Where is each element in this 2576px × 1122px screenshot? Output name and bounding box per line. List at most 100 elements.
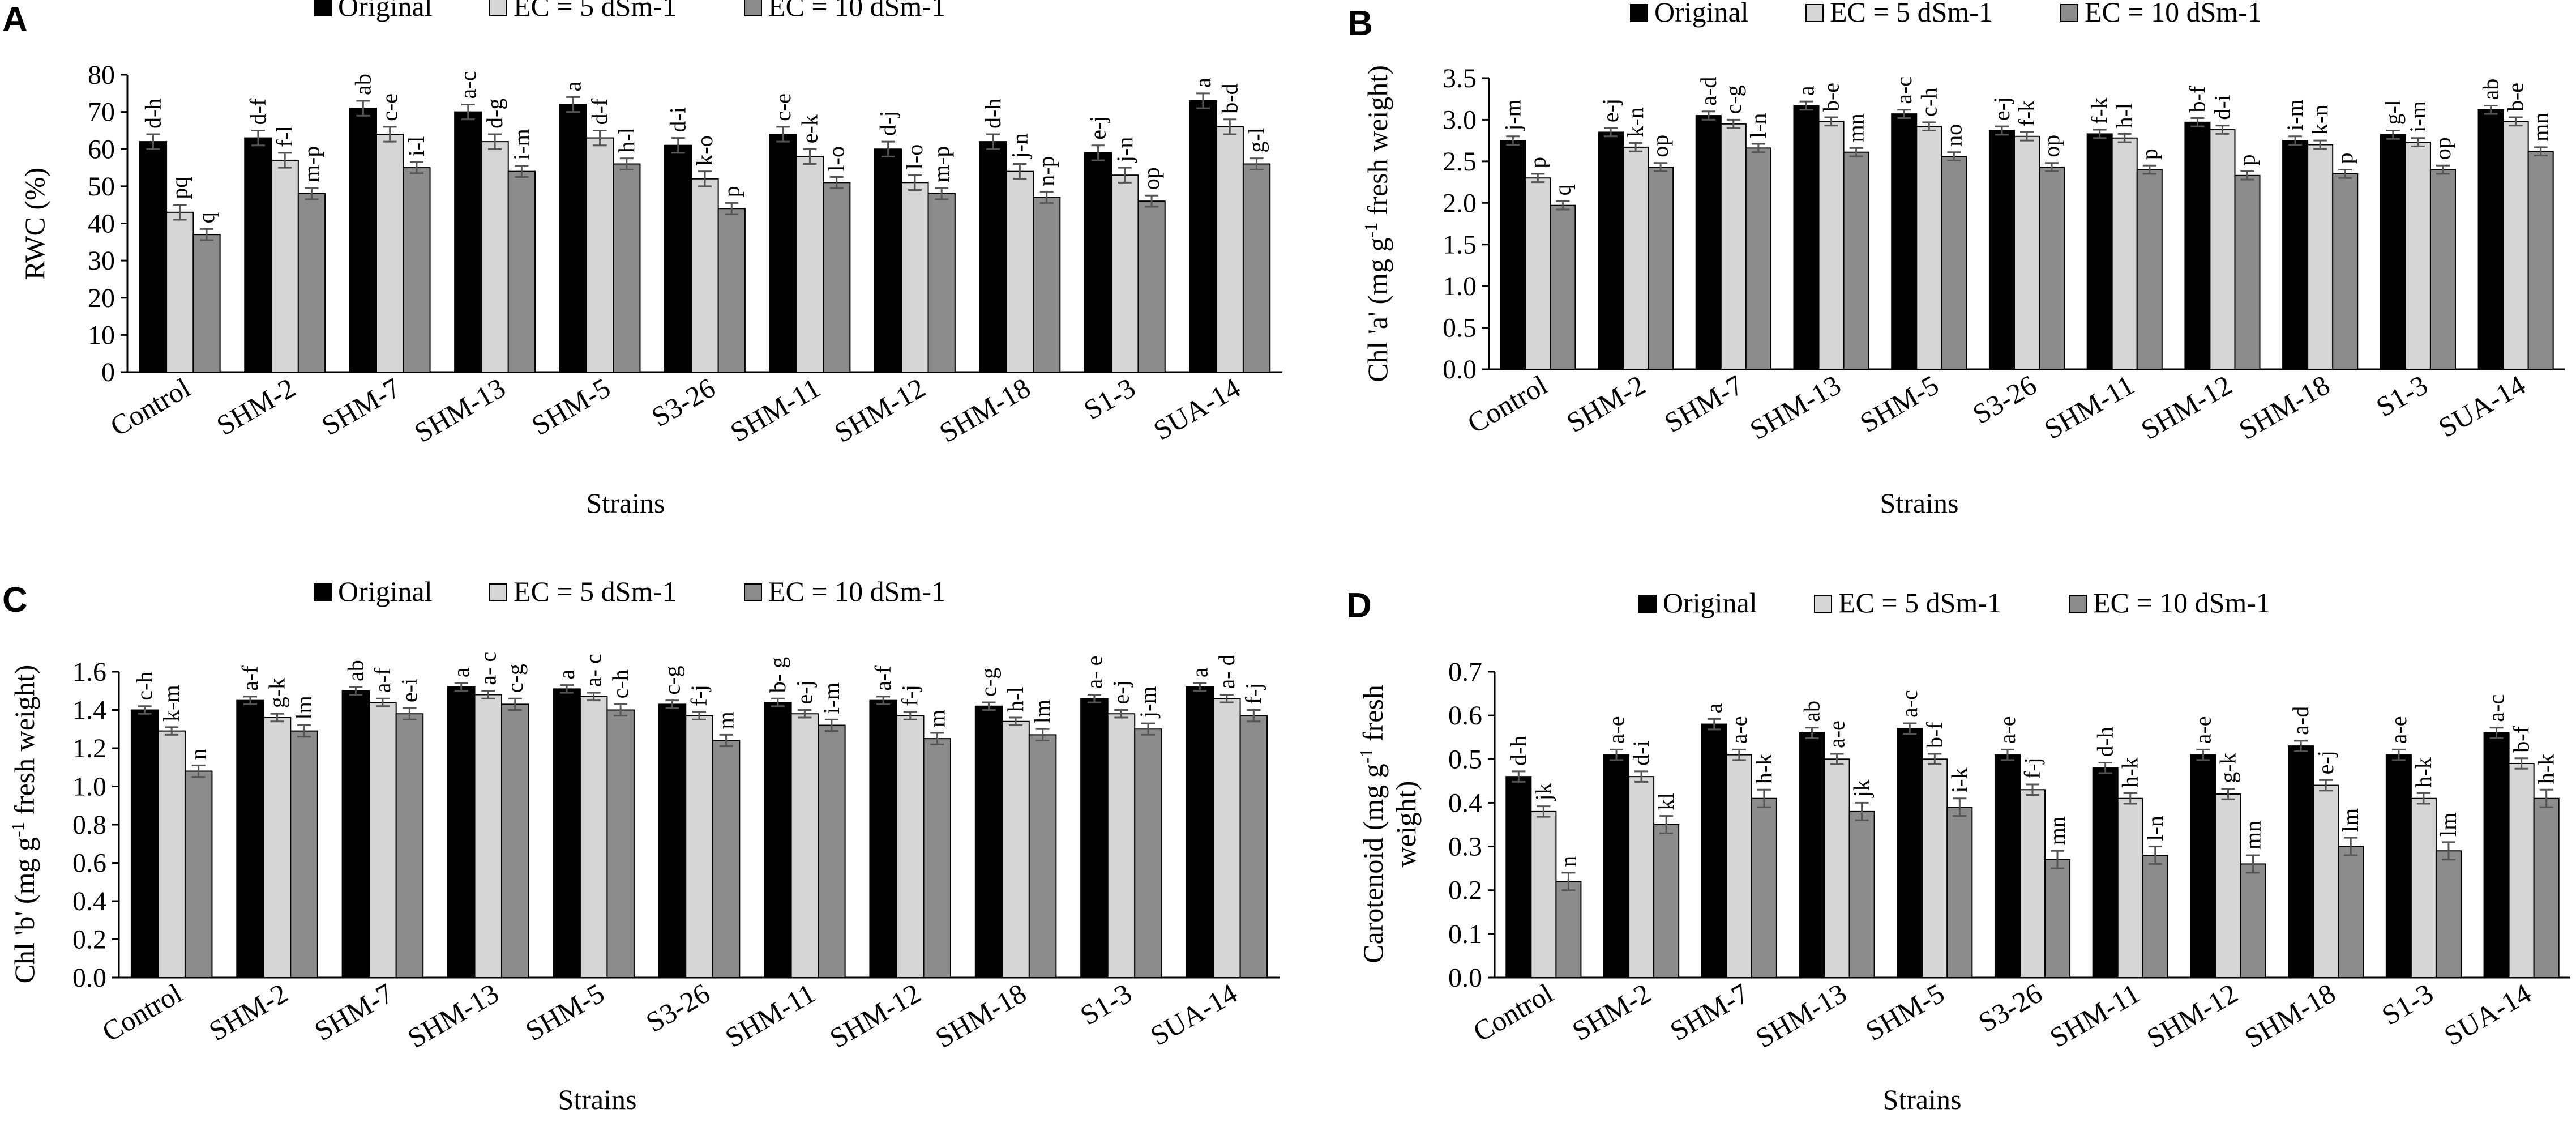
y-tick-label: 1.2: [72, 733, 106, 763]
bar-a-2-9: [1137, 200, 1166, 373]
y-tick-label: 0.5: [1448, 744, 1482, 774]
bar-d-0-3: [1799, 732, 1825, 978]
significance-letter: a-c: [455, 71, 481, 99]
significance-letter: a- c: [475, 652, 500, 685]
significance-letter: a: [560, 81, 585, 91]
x-tick-label: SHM-18: [930, 977, 1032, 1054]
significance-letter: kl: [1653, 792, 1679, 810]
significance-letter: d-i: [665, 107, 691, 132]
bar-b-0-9: [2380, 134, 2406, 370]
bar-c-1-2: [369, 702, 397, 978]
significance-letter: a-e: [1726, 716, 1752, 744]
significance-letter: a- c: [581, 654, 606, 687]
y-tick-label: 0.4: [1448, 788, 1482, 818]
bar-d-2-4: [1946, 807, 1973, 978]
y-tick-label: 0.0: [1443, 355, 1477, 385]
significance-letter: b-f: [1922, 722, 1947, 748]
significance-letter: f-j: [1240, 683, 1266, 705]
x-tick-label: SHM-12: [2141, 977, 2243, 1054]
y-tick-label: 80: [88, 60, 115, 90]
significance-letter: d-f: [587, 98, 613, 125]
bar-a-2-7: [927, 193, 956, 373]
y-tick-label: 60: [88, 134, 115, 164]
bar-a-2-0: [192, 234, 221, 373]
bar-b-0-5: [1988, 130, 2015, 370]
bar-b-2-3: [1843, 151, 1869, 370]
significance-letter: b-f: [2184, 86, 2210, 112]
bar-c-2-1: [290, 730, 318, 978]
x-tick-label: S3-26: [646, 372, 720, 433]
bar-c-1-7: [896, 715, 925, 978]
significance-letter: c-e: [770, 93, 795, 121]
bar-c-0-1: [236, 699, 264, 978]
x-tick-label: S3-26: [1967, 369, 2042, 430]
significance-letter: i-m: [508, 129, 534, 160]
bar-c-1-6: [790, 713, 819, 978]
significance-letter: e-j: [2313, 750, 2338, 774]
significance-letter: m-p: [928, 146, 954, 182]
bar-b-1-2: [1720, 123, 1747, 370]
legend-swatch-light: [1814, 595, 1832, 613]
significance-letter: h-k: [2411, 757, 2436, 787]
significance-letter: a-e: [1603, 716, 1629, 744]
bar-b-1-6: [2111, 137, 2138, 370]
bar-b-1-7: [2209, 129, 2236, 370]
bar-d-0-0: [1505, 776, 1532, 978]
significance-letter: a-e: [2386, 716, 2411, 744]
bar-d-0-1: [1603, 754, 1630, 978]
significance-letter: b-e: [1818, 83, 1844, 112]
bar-a-2-1: [297, 193, 326, 373]
x-tick-label: SHM-7: [1664, 977, 1754, 1047]
x-tick-label: SHM-12: [829, 372, 931, 449]
bar-c-2-7: [923, 738, 952, 978]
significance-letter: h-l: [614, 127, 639, 152]
legend-swatch-light: [1805, 4, 1824, 22]
legend-label: Original: [1663, 587, 1757, 618]
significance-letter: e-j: [1598, 99, 1623, 122]
bar-b-2-6: [2136, 169, 2163, 370]
bar-a-0-2: [349, 108, 377, 373]
significance-letter: j-m: [1500, 99, 1525, 132]
bar-d-0-10: [2483, 732, 2510, 978]
significance-letter: g-l: [2380, 100, 2406, 125]
bar-b-0-1: [1598, 131, 1624, 370]
significance-letter: a-f: [370, 667, 395, 693]
significance-letter: i-m: [2282, 99, 2308, 131]
significance-letter: p: [1525, 157, 1550, 168]
bar-b-2-7: [2234, 174, 2261, 370]
x-tick-label: SHM-5: [526, 372, 615, 442]
significance-letter: op: [1139, 167, 1164, 190]
y-tick-label: 0.2: [1448, 876, 1482, 906]
x-tick-label: S1-3: [1075, 977, 1137, 1031]
bar-b-2-2: [1745, 147, 1771, 370]
bar-a-2-8: [1033, 197, 1061, 373]
significance-letter: j-n: [1112, 137, 1137, 163]
legend-swatch-mid: [744, 0, 762, 16]
bar-c-2-2: [395, 713, 424, 978]
bar-d-1-4: [1922, 758, 1948, 979]
bar-d-2-7: [2240, 863, 2266, 979]
x-tick-label: SHM-13: [409, 372, 511, 449]
legend-swatch-solid: [1638, 595, 1657, 613]
significance-letter: e-j: [791, 680, 817, 704]
bar-b-1-5: [2013, 135, 2040, 370]
x-tick-label: SHM-13: [1744, 369, 1846, 446]
legend-label: EC = 10 dSm-1: [768, 575, 945, 607]
significance-letter: l-n: [1745, 113, 1771, 138]
bar-b-0-3: [1793, 105, 1820, 370]
significance-letter: lm: [1030, 699, 1055, 723]
bar-d-1-7: [2215, 793, 2241, 978]
bar-d-2-8: [2338, 846, 2364, 978]
legend: Original EC = 5 dSm-1 EC = 10 dSm-1: [314, 0, 945, 22]
bar-c-1-5: [685, 715, 713, 978]
x-tick-label: Control: [97, 977, 187, 1048]
legend-label: EC = 5 dSm-1: [514, 0, 677, 22]
bar-a-1-7: [901, 182, 929, 373]
significance-letter: a: [1701, 703, 1727, 713]
legend-label: Original: [338, 575, 433, 607]
x-axis-title: Strains: [558, 1083, 637, 1115]
significance-letter: g-l: [1244, 127, 1269, 152]
x-tick-label: SHM-2: [1567, 977, 1656, 1047]
significance-letter: q: [1550, 184, 1575, 195]
significance-letter: lm: [2338, 808, 2363, 832]
